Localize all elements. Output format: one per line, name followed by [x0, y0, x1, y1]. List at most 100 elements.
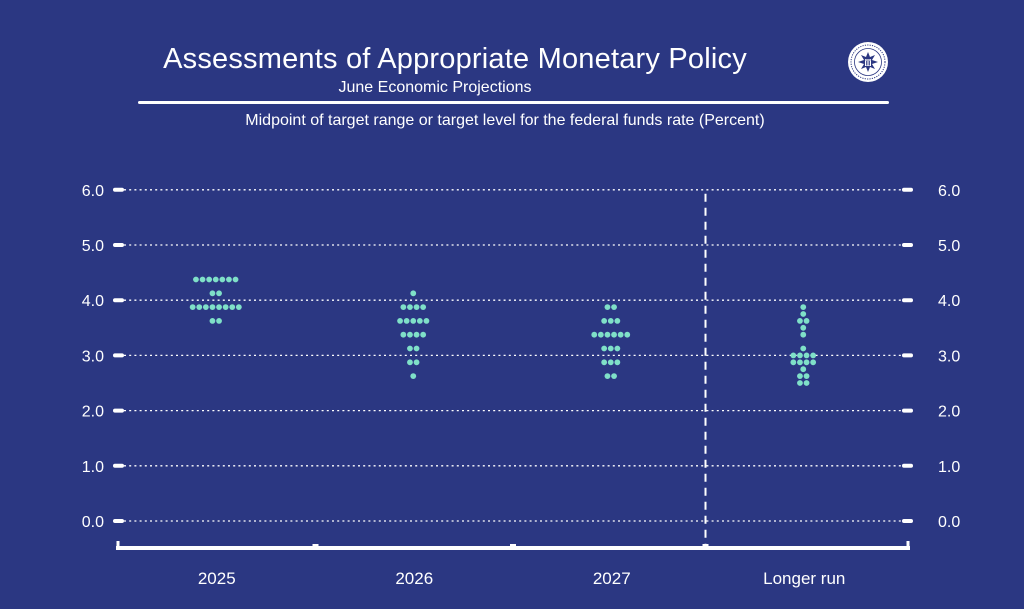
projection-dot	[416, 318, 423, 324]
projection-dot	[800, 304, 807, 310]
projection-dot	[810, 359, 817, 366]
projection-dot	[413, 359, 420, 366]
y-tick-label-right: 2.0	[938, 404, 960, 421]
x-tick-label: 2026	[395, 569, 433, 588]
projection-dot	[423, 318, 430, 324]
projection-dot	[212, 276, 219, 283]
projection-dot	[591, 331, 598, 338]
projection-dot	[607, 359, 614, 366]
projection-dot	[614, 318, 621, 324]
y-tick-label-left: 4.0	[82, 293, 104, 310]
projection-dot	[202, 304, 209, 310]
projection-dot	[800, 345, 807, 352]
y-tick-label-left: 3.0	[82, 348, 104, 365]
projection-dot	[216, 304, 222, 310]
projection-dot	[400, 304, 407, 310]
y-tick-label-left: 0.0	[82, 514, 104, 531]
projection-dot	[604, 373, 611, 379]
projection-dot	[413, 345, 420, 352]
y-tick-label-right: 6.0	[938, 183, 960, 200]
projection-dot	[601, 345, 608, 352]
y-tick-label-right: 0.0	[938, 514, 960, 531]
projection-dot	[407, 304, 413, 310]
federal-reserve-seal-icon	[848, 42, 888, 82]
chart-subtitle: June Economic Projections	[338, 79, 532, 96]
y-tick-label-left: 5.0	[82, 238, 104, 255]
x-category-divider	[702, 544, 709, 548]
projection-dot	[624, 331, 631, 338]
projection-dot	[226, 276, 232, 283]
projection-dot	[403, 318, 410, 324]
x-tick-label: 2027	[593, 569, 631, 588]
y-tick-label-left: 1.0	[82, 459, 104, 476]
projection-dot	[206, 276, 213, 283]
projection-dot	[400, 331, 407, 338]
projection-dot	[229, 304, 236, 310]
projection-dot	[790, 359, 797, 366]
projection-dot	[222, 304, 229, 310]
projection-dot	[413, 331, 420, 338]
projection-dot	[800, 324, 807, 331]
projection-dot	[611, 373, 617, 379]
y-tick-label-left: 6.0	[82, 183, 104, 200]
projection-dot	[410, 318, 417, 324]
projection-dot	[196, 304, 203, 310]
projection-dot	[614, 359, 621, 366]
projection-dot	[413, 304, 420, 310]
projection-dot	[797, 373, 803, 379]
projection-dot	[614, 345, 621, 352]
projection-dot	[607, 345, 614, 352]
projection-dot	[611, 304, 617, 310]
projection-dot	[803, 359, 810, 366]
projection-dot	[216, 318, 222, 324]
x-tick-label: Longer run	[763, 569, 845, 588]
projection-dot	[601, 359, 608, 366]
projection-dot	[410, 373, 417, 379]
projection-dot	[407, 345, 413, 352]
projection-dot	[189, 304, 196, 310]
projection-dot	[611, 331, 617, 338]
projection-dot	[219, 276, 226, 283]
projection-dot	[397, 318, 403, 324]
y-tick-label-right: 4.0	[938, 293, 960, 310]
projection-dot	[601, 318, 608, 324]
projection-dot	[797, 359, 803, 366]
projection-dot	[617, 331, 624, 338]
projection-dot	[209, 290, 216, 297]
projection-dot	[209, 318, 216, 324]
projection-dot	[797, 380, 803, 386]
projection-dot	[800, 331, 807, 338]
projection-dot	[607, 318, 614, 324]
y-axis-label: Midpoint of target range or target level…	[245, 112, 765, 129]
projection-dot	[803, 318, 810, 324]
projection-dot	[407, 359, 413, 366]
y-tick-label-right: 5.0	[938, 238, 960, 255]
projection-dot	[199, 276, 206, 283]
chart-title: Assessments of Appropriate Monetary Poli…	[163, 43, 747, 75]
projection-dot	[216, 290, 222, 297]
projection-dot	[800, 311, 807, 317]
projection-dot	[420, 331, 427, 338]
projection-dot	[407, 331, 413, 338]
projection-dot	[803, 380, 810, 386]
projection-dot	[604, 304, 611, 310]
x-category-divider	[312, 544, 319, 548]
projection-dot	[209, 304, 216, 310]
y-tick-label-right: 3.0	[938, 348, 960, 365]
projection-dot	[803, 352, 810, 359]
projection-dot	[420, 304, 427, 310]
projection-dot	[797, 352, 803, 359]
projection-dot	[410, 290, 417, 297]
y-tick-label-right: 1.0	[938, 459, 960, 476]
projection-dot	[604, 331, 611, 338]
x-category-divider	[510, 544, 516, 548]
projection-dot	[800, 366, 807, 373]
projection-dot	[193, 276, 199, 283]
projection-dot	[232, 276, 239, 283]
projection-dot	[235, 304, 242, 310]
projection-dot	[597, 331, 604, 338]
projection-dot	[790, 352, 797, 359]
projection-dot	[810, 352, 817, 359]
projection-dot	[803, 373, 810, 379]
